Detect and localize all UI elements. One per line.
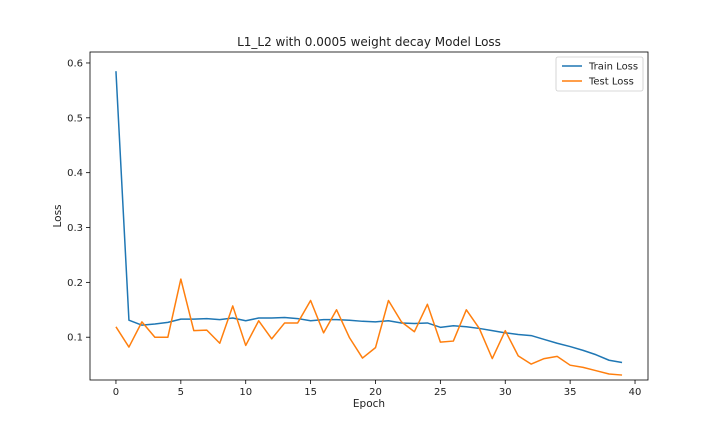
x-tick-label: 20 [369,387,382,398]
series-line-train-loss [115,71,623,364]
y-tick-label: 0.1 [67,333,83,344]
plot-area [89,51,649,381]
x-axis: 0 5 10 15 20 25 30 35 40 [113,380,642,398]
x-tick-label: 40 [629,387,642,398]
legend-label: Train Loss [588,62,638,73]
y-axis: 0.1 0.2 0.3 0.4 0.5 0.6 [67,58,90,344]
x-axis-label: Epoch [353,398,385,410]
x-tick-label: 35 [564,387,577,398]
y-tick-label: 0.6 [67,58,83,69]
legend-label: Test Loss [588,77,634,88]
y-tick-label: 0.2 [67,278,83,289]
y-tick-label: 0.4 [67,168,83,179]
series-lines [115,71,623,376]
x-tick-label: 25 [434,387,447,398]
legend: Train Loss Test Loss [555,56,644,92]
y-tick-label: 0.5 [67,113,83,124]
x-tick-label: 0 [113,387,119,398]
x-tick-label: 15 [304,387,317,398]
series-line-test-loss [115,278,623,376]
y-axis-label: Loss [52,204,64,227]
x-tick-label: 10 [239,387,252,398]
y-tick-label: 0.3 [67,223,83,234]
x-tick-label: 30 [499,387,512,398]
x-tick-label: 5 [178,387,184,398]
chart-title: L1_L2 with 0.0005 weight decay Model Los… [237,35,501,49]
